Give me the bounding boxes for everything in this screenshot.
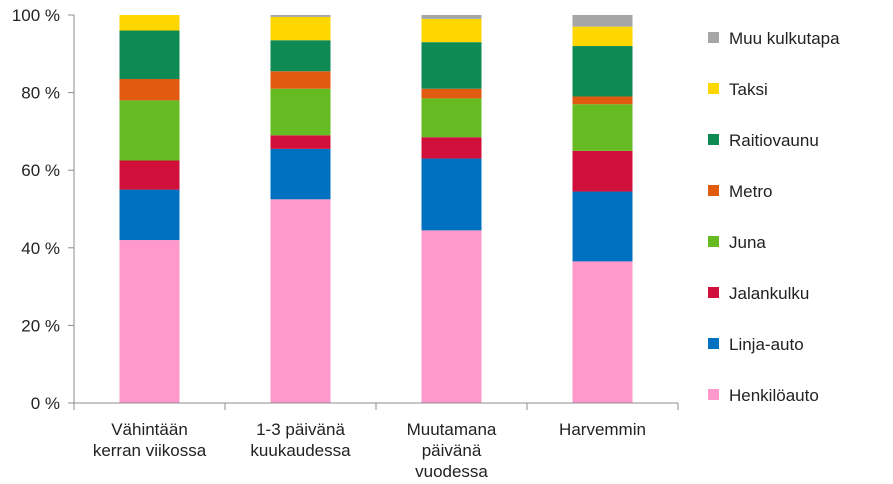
legend-swatch [708,236,719,247]
bar-segment [421,15,482,19]
legend-item: Henkilöauto [708,386,819,405]
bar-segment [421,158,482,231]
legend-label: Linja-auto [729,335,804,354]
legend-item: Raitiovaunu [708,131,819,150]
bar-segment [421,18,482,43]
bar-segment [270,88,331,136]
bar-segment [572,26,633,47]
legend-swatch [708,134,719,145]
legend-swatch [708,83,719,94]
y-tick-label: 0 % [31,394,60,413]
legend-item: Juna [708,233,766,252]
legend-swatch [708,287,719,298]
legend: Muu kulkutapa Taksi Raitiovaunu Metro Juna Ja… [708,29,840,405]
bar-stack [421,15,482,403]
bar-segment [572,191,633,262]
legend-swatch [708,32,719,43]
bar-segment [572,150,633,192]
legend-swatch [708,185,719,196]
x-axis: Vähintään kerran viikossa 1-3 päivänä kuuka… [73,402,679,481]
legend-label: Metro [729,182,772,201]
category-label: Harvemmin [559,420,646,439]
legend-label: Raitiovaunu [729,131,819,150]
bar-segment [270,199,331,403]
bar-segment [119,240,180,403]
bar-segment [270,148,331,200]
legend-swatch [708,389,719,400]
bar-segment [270,15,331,17]
bar-segment [119,79,180,101]
bar-segment [119,189,180,241]
bar-segment [270,40,331,72]
bar-segment [572,15,633,27]
legend-label: Taksi [729,80,768,99]
y-tick-label: 80 % [21,84,60,103]
legend-label: Juna [729,233,766,252]
bar-segment [421,137,482,159]
legend-item: Linja-auto [708,335,804,354]
bar-stack [572,15,633,403]
bar-segment [572,46,633,97]
bar-segment [119,100,180,161]
y-tick-label: 60 % [21,161,60,180]
bar-segment [270,16,331,41]
bar-segment [270,135,331,149]
bars [119,15,633,403]
category-label: 1-3 päivänä [256,420,345,439]
category-label: kuukaudessa [250,441,351,460]
legend-item: Muu kulkutapa [708,29,840,48]
legend-item: Taksi [708,80,768,99]
category-label: Vähintään [111,420,188,439]
legend-label: Jalankulku [729,284,809,303]
bar-segment [572,261,633,403]
bar-segment [421,98,482,138]
category-label: päivänä [422,441,482,460]
category-label: kerran viikossa [93,441,207,460]
bar-segment [119,15,180,31]
bar-segment [119,30,180,80]
bar-segment [270,71,331,89]
bar-segment [421,88,482,99]
bar-stack [119,15,180,403]
bar-segment [421,42,482,89]
y-tick-label: 100 % [12,6,60,25]
legend-item: Jalankulku [708,284,809,303]
y-tick-label: 40 % [21,239,60,258]
bar-segment [421,230,482,403]
y-axis: 0 % 20 % 40 % 60 % 80 % 100 % [12,6,75,413]
bar-segment [572,104,633,151]
y-tick-label: 20 % [21,316,60,335]
bar-segment [572,96,633,105]
legend-label: Muu kulkutapa [729,29,840,48]
legend-swatch [708,338,719,349]
bar-segment [119,160,180,190]
bar-stack [270,15,331,403]
category-label: vuodessa [415,462,488,481]
legend-item: Metro [708,182,772,201]
legend-label: Henkilöauto [729,386,819,405]
category-label: Muutamana [407,420,497,439]
